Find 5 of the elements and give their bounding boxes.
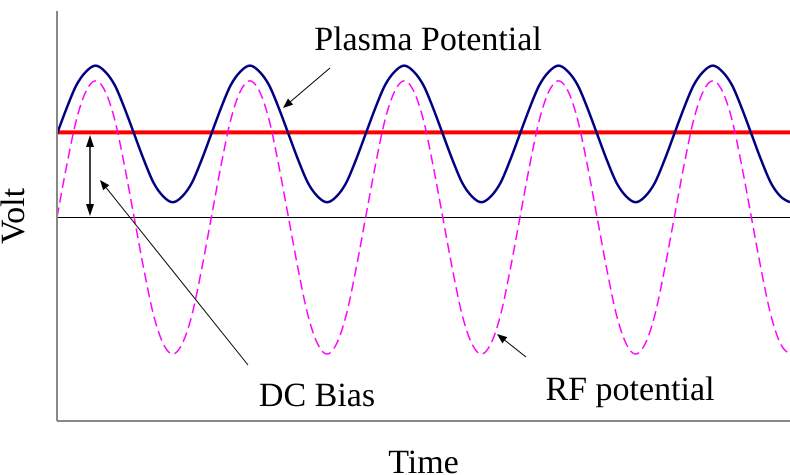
series-label: RF potential [545, 371, 715, 408]
x-axis-title: Time [388, 444, 459, 475]
y-axis-title: Volt [0, 187, 32, 244]
text: DC Bias [258, 377, 376, 414]
series-label: Plasma Potential [314, 21, 542, 58]
